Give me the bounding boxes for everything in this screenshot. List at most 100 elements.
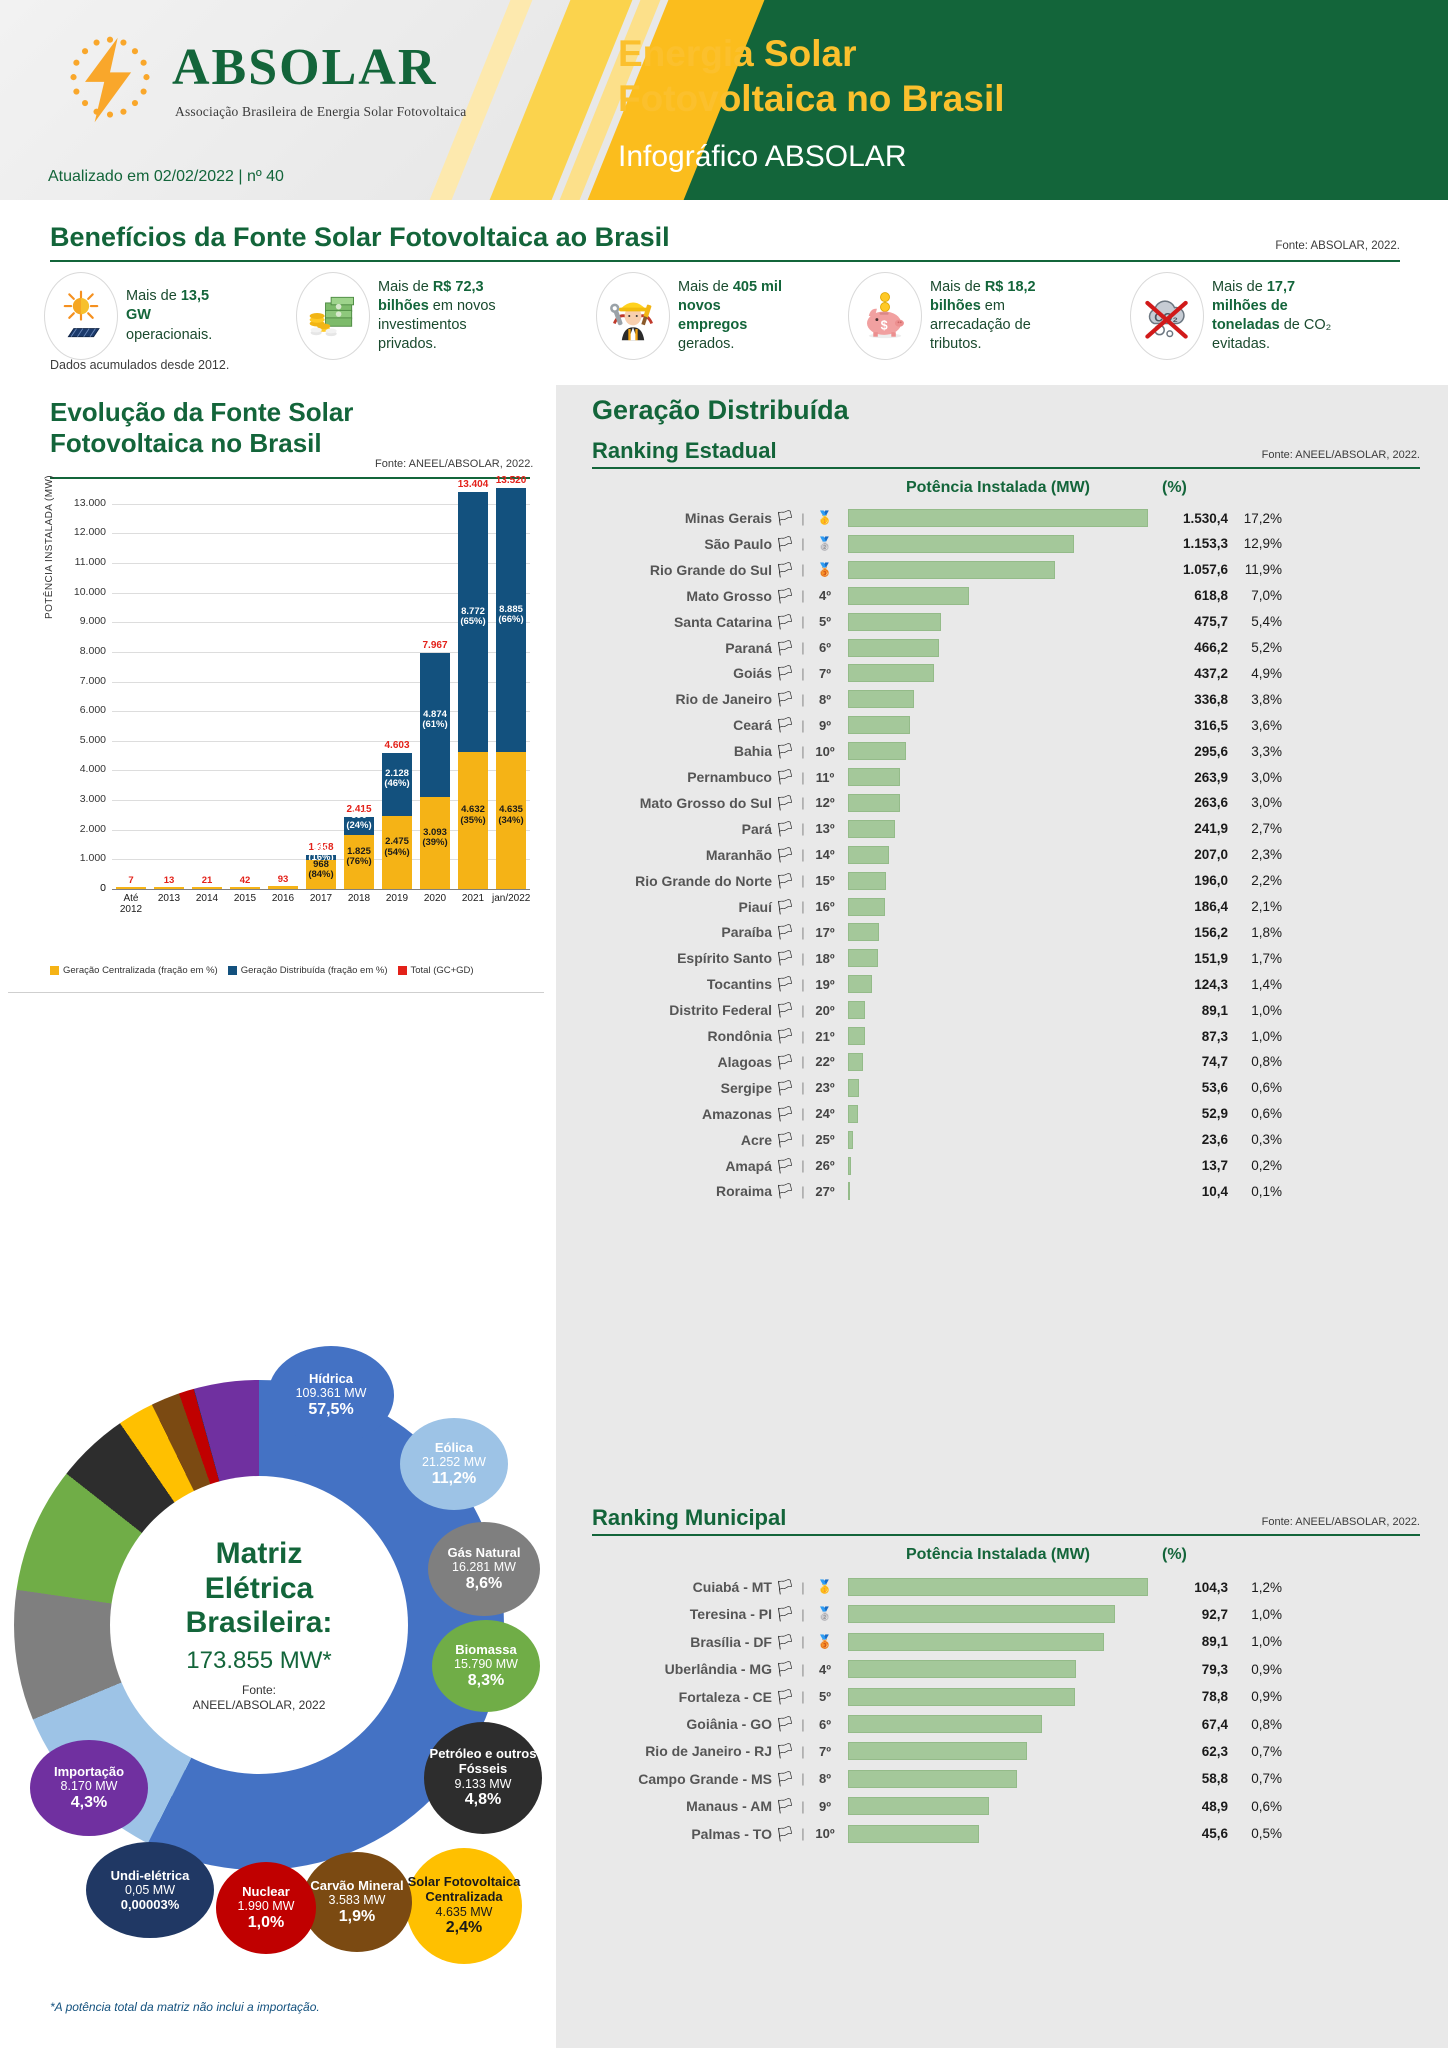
state-name: Piauí [738, 898, 772, 915]
ranking-estadual-row[interactable]: São Paulo 🏳 | 🥈 1.153,3 12,9% [592, 531, 1420, 557]
rank-bar-fill [848, 1660, 1077, 1679]
rank-mw-value: 263,9 [1194, 769, 1228, 785]
ranking-estadual-row[interactable]: Amazonas 🏳 | 24º 52,9 0,6% [592, 1101, 1420, 1127]
rank-mw-value: 52,9 [1201, 1106, 1228, 1122]
rank-pct-value: 3,6% [1251, 717, 1282, 733]
state-name: Maranhão [705, 846, 772, 863]
rank-bar-fill [848, 1797, 989, 1816]
ranking-estadual-row[interactable]: Acre 🏳 | 25º 23,6 0,3% [592, 1127, 1420, 1153]
rank-pct-value: 1,4% [1251, 976, 1282, 992]
benefit-card-1: Mais de 13,5 GW operacionais. [44, 272, 296, 360]
rank-bar-track [848, 1001, 1148, 1020]
rank-bar-track [848, 716, 1148, 735]
ranking-estadual-row[interactable]: Ceará 🏳 | 9º 316,5 3,6% [592, 712, 1420, 738]
svg-text:$: $ [881, 319, 888, 333]
rank-pct-value: 0,8% [1251, 1716, 1282, 1732]
municipality-flag-icon: 🏳 [775, 1688, 795, 1706]
rank-position: 17º [815, 924, 835, 940]
callout-value: 16.281 MW [452, 1560, 516, 1575]
ranking-municipal-row[interactable]: Campo Grande - MS 🏳 | 8º 58,8 0,7% [592, 1765, 1420, 1793]
ranking-estadual-row[interactable]: Pernambuco 🏳 | 11º 263,9 3,0% [592, 764, 1420, 790]
ranking-estadual-row[interactable]: Espírito Santo 🏳 | 18º 151,9 1,7% [592, 945, 1420, 971]
ranking-estadual-title: Ranking Estadual [592, 438, 777, 463]
rank-bar-track [848, 871, 1148, 890]
x-tick-label: 2021 [461, 893, 485, 904]
y-tick-label: 10.000 [73, 585, 106, 598]
rank-mw-value: 67,4 [1201, 1716, 1228, 1732]
rank-pct-value: 1,0% [1251, 1606, 1282, 1622]
state-flag-icon: 🏳 [775, 613, 795, 631]
x-tick-label: 2013 [157, 893, 181, 904]
ranking-estadual-row[interactable]: Alagoas 🏳 | 22º 74,7 0,8% [592, 1049, 1420, 1075]
ranking-municipal-row[interactable]: Fortaleza - CE 🏳 | 5º 78,8 0,9% [592, 1683, 1420, 1711]
state-flag-icon: 🏳 [775, 769, 795, 786]
donut-callout-1: Hídrica 109.361 MW 57,5% [268, 1346, 394, 1444]
ranking-estadual-row[interactable]: Paraíba 🏳 | 17º 156,2 1,8% [592, 919, 1420, 945]
state-name: Santa Catarina [673, 613, 772, 630]
state-name: Goiás [733, 665, 772, 682]
rank-position: 5º [819, 1689, 831, 1705]
ranking-estadual-row[interactable]: Pará 🏳 | 13º 241,9 2,7% [592, 816, 1420, 842]
state-name: Mato Grosso [686, 587, 772, 604]
ranking-estadual-row[interactable]: Rondônia 🏳 | 21º 87,3 1,0% [592, 1023, 1420, 1049]
bar-total-label: 1.158 [308, 841, 334, 853]
row-separator: | [801, 1689, 805, 1705]
rank-position: 8º [819, 691, 831, 707]
ranking-municipal-row[interactable]: Rio de Janeiro - RJ 🏳 | 7º 62,3 0,7% [592, 1737, 1420, 1765]
rank-bar-fill [848, 1632, 1105, 1651]
state-flag-icon: 🏳 [775, 561, 795, 579]
row-separator: | [801, 821, 805, 837]
callout-name: Hídrica [308, 1370, 354, 1386]
benefits-list: Mais de 13,5 GW operacionais. Mais de R$ … [44, 272, 1412, 360]
ranking-municipal-row[interactable]: Cuiabá - MT 🏳 | 🥇 104,3 1,2% [592, 1573, 1420, 1601]
ranking-municipal-row[interactable]: Manaus - AM 🏳 | 9º 48,9 0,6% [592, 1792, 1420, 1820]
rank-position: 18º [815, 950, 835, 966]
evolution-bar-chart: POTÊNCIA INSTALADA (MW) 0 1.000 2.000 3.000… [44, 475, 534, 959]
ranking-municipal-row[interactable]: Palmas - TO 🏳 | 10º 45,6 0,5% [592, 1820, 1420, 1848]
callout-name: Petróleo e outros Fósseis [429, 1746, 537, 1777]
y-tick-label: 4.000 [79, 763, 106, 776]
municipality-name: Uberlândia - MG [664, 1661, 772, 1678]
ranking-municipal-row[interactable]: Uberlândia - MG 🏳 | 4º 79,3 0,9% [592, 1655, 1420, 1683]
rank-bar-fill [848, 560, 1056, 579]
ranking-municipal-row[interactable]: Teresina - PI 🏳 | 🥈 92,7 1,0% [592, 1600, 1420, 1628]
header-title: Energia Solar Fotovoltaica no Brasil [618, 32, 1005, 122]
ranking-estadual-row[interactable]: Rio Grande do Sul 🏳 | 🥉 1.057,6 11,9% [592, 557, 1420, 583]
benefit-text-5: Mais de 17,7 milhões de toneladas de CO₂… [1212, 278, 1332, 353]
ranking-estadual-row[interactable]: Goiás 🏳 | 7º 437,2 4,9% [592, 660, 1420, 686]
ranking-estadual-row[interactable]: Sergipe 🏳 | 23º 53,6 0,6% [592, 1075, 1420, 1101]
ranking-estadual-row[interactable]: Bahia 🏳 | 10º 295,6 3,3% [592, 738, 1420, 764]
rank-bar-track [848, 612, 1148, 631]
rank-bar-track [848, 1687, 1148, 1706]
ranking-estadual-row[interactable]: Santa Catarina 🏳 | 5º 475,7 5,4% [592, 609, 1420, 635]
rank-pct-value: 3,8% [1251, 691, 1282, 707]
ranking-estadual-row[interactable]: Mato Grosso do Sul 🏳 | 12º 263,6 3,0% [592, 790, 1420, 816]
rank-position: 10º [815, 1826, 835, 1842]
ranking-estadual-row[interactable]: Mato Grosso 🏳 | 4º 618,8 7,0% [592, 583, 1420, 609]
ranking-estadual-row[interactable]: Minas Gerais 🏳 | 🥇 1.530,4 17,2% [592, 505, 1420, 531]
municipality-name: Palmas - TO [691, 1825, 772, 1842]
state-flag-icon: 🏳 [775, 950, 795, 968]
ranking-estadual-row[interactable]: Paraná 🏳 | 6º 466,2 5,2% [592, 635, 1420, 661]
ranking-estadual-row[interactable]: Roraima 🏳 | 27º 10,4 0,1% [592, 1178, 1420, 1204]
rank-bar-track [848, 742, 1148, 761]
ranking-estadual-row[interactable]: Rio Grande do Norte 🏳 | 15º 196,0 2,2% [592, 868, 1420, 894]
rank-mw-value: 89,1 [1201, 1634, 1228, 1650]
rank-pct-value: 0,3% [1251, 1132, 1282, 1148]
evolution-title-line1: Evolução da Fonte Solar [50, 397, 354, 427]
ranking-municipal-row[interactable]: Goiânia - GO 🏳 | 6º 67,4 0,8% [592, 1710, 1420, 1738]
rank-pct-value: 0,8% [1251, 1054, 1282, 1070]
ranking-estadual-row[interactable]: Amapá 🏳 | 26º 13,7 0,2% [592, 1153, 1420, 1179]
ranking-estadual-row[interactable]: Distrito Federal 🏳 | 20º 89,1 1,0% [592, 997, 1420, 1023]
state-name: São Paulo [704, 535, 772, 552]
bar-group: 1.158 190 (16%) 968 (84%) [306, 842, 336, 889]
rank-mw-value: 23,6 [1201, 1132, 1228, 1148]
ranking-estadual-row[interactable]: Piauí 🏳 | 16º 186,4 2,1% [592, 894, 1420, 920]
state-flag-icon: 🏳 [775, 1079, 795, 1097]
ranking-estadual-row[interactable]: Tocantins 🏳 | 19º 124,3 1,4% [592, 971, 1420, 997]
rank-mw-value: 156,2 [1194, 924, 1228, 940]
ranking-estadual-row[interactable]: Rio de Janeiro 🏳 | 8º 336,8 3,8% [592, 686, 1420, 712]
ranking-estadual-row[interactable]: Maranhão 🏳 | 14º 207,0 2,3% [592, 842, 1420, 868]
state-flag-icon: 🏳 [775, 691, 795, 709]
ranking-municipal-row[interactable]: Brasília - DF 🏳 | 🥉 89,1 1,0% [592, 1628, 1420, 1656]
